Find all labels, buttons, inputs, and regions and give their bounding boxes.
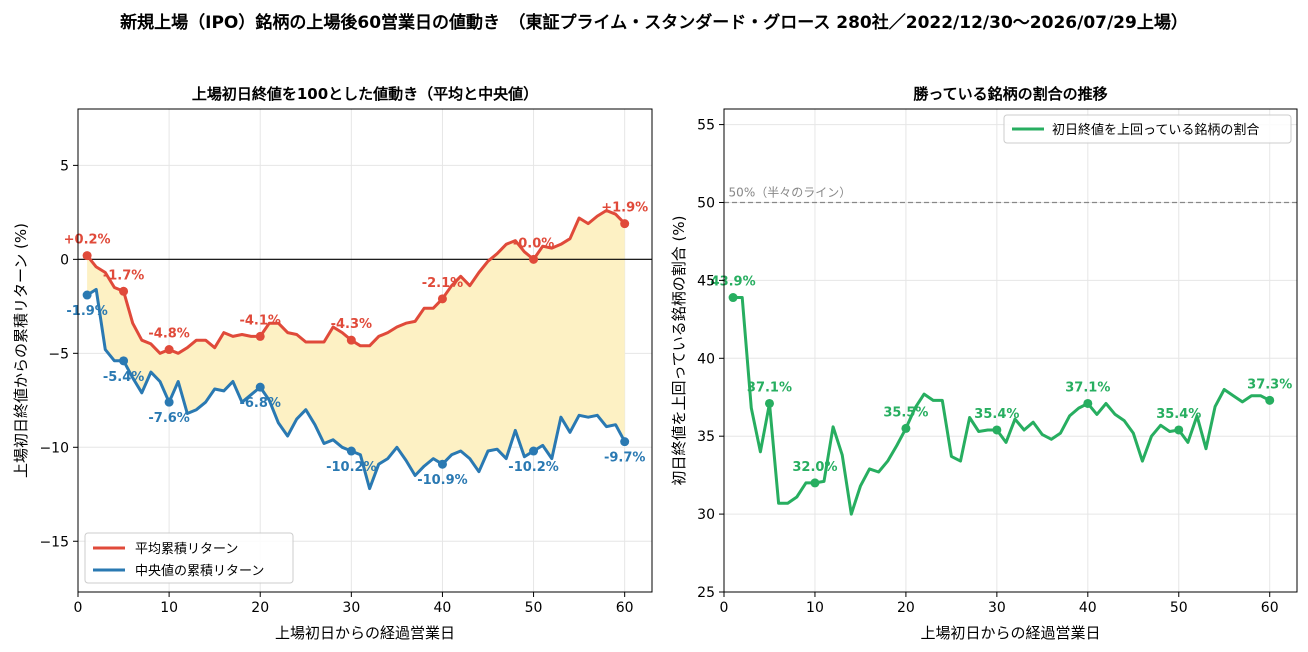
chart1-y-tick-label: 5 xyxy=(60,158,69,174)
chart1-median-annotation-marker xyxy=(620,437,630,447)
chart2-annotation-label: 37.1% xyxy=(747,380,792,395)
chart1-x-tick-label: 50 xyxy=(525,600,543,616)
chart1-mean-annotation-label: +1.9% xyxy=(601,201,648,216)
chart2-annotation-marker xyxy=(1174,425,1184,435)
chart1-x-tick-label: 0 xyxy=(74,600,83,616)
chart2-y-tick-label: 35 xyxy=(697,429,715,445)
chart1-median-annotation-marker xyxy=(82,290,92,300)
chart1-mean-annotation-label: +0.2% xyxy=(64,233,111,248)
chart2-frame xyxy=(723,108,1298,593)
chart1-median-annotation-label: -7.6% xyxy=(148,411,189,426)
chart2-reference-label: 50%（半々のライン） xyxy=(729,185,852,199)
chart1-legend-label: 中央値の累積リターン xyxy=(135,563,264,579)
chart2-x-tick-label: 10 xyxy=(806,600,824,616)
chart2-y-axis-label: 初日終値を上回っている銘柄の割合 (%) xyxy=(670,216,688,486)
chart2-x-tick-label: 0 xyxy=(720,600,729,616)
chart1-mean-annotation-marker xyxy=(346,335,356,345)
chart1-mean-annotation-marker xyxy=(437,294,447,304)
chart2-annotation-label: 32.0% xyxy=(792,460,837,475)
chart1-median-annotation-label: -10.2% xyxy=(508,460,559,475)
chart1-median-annotation-label: -10.2% xyxy=(326,460,377,475)
chart2-annotation-marker xyxy=(728,293,738,303)
chart2-annotation-marker xyxy=(992,425,1002,435)
chart1-y-tick-label: −10 xyxy=(39,440,69,456)
chart2-legend-label: 初日終値を上回っている銘柄の割合 xyxy=(1052,122,1259,138)
chart2-annotation-marker xyxy=(1265,395,1275,405)
chart1-mean-annotation-label: -2.1% xyxy=(422,276,463,291)
chart2-x-axis-label: 上場初日からの経過営業日 xyxy=(920,624,1100,642)
chart1-y-tick-label: −5 xyxy=(48,346,69,362)
chart2-y-tick-label: 50 xyxy=(697,195,715,211)
chart1-x-tick-label: 20 xyxy=(251,600,269,616)
chart1-median-annotation-marker xyxy=(529,446,539,456)
chart2-x-tick-label: 40 xyxy=(1079,600,1097,616)
chart2-annotation-marker xyxy=(764,398,774,408)
chart1-median-annotation-label: -5.4% xyxy=(103,370,144,385)
chart1-median-annotation-marker xyxy=(346,446,356,456)
chart1-median-annotation-label: -6.8% xyxy=(239,396,280,411)
chart1-mean-annotation-marker xyxy=(164,345,174,355)
chart1-median-annotation-marker xyxy=(164,397,174,407)
chart2-annotation-marker xyxy=(810,478,820,488)
chart1-frame xyxy=(77,108,653,593)
chart1-x-tick-label: 10 xyxy=(160,600,178,616)
chart1-median-annotation-marker xyxy=(437,459,447,469)
chart2-annotation-marker xyxy=(901,423,911,433)
chart2-y-tick-label: 55 xyxy=(697,118,715,134)
chart1-x-tick-label: 30 xyxy=(342,600,360,616)
chart2-annotation-label: 35.4% xyxy=(1156,407,1201,422)
chart1-legend-label: 平均累積リターン xyxy=(135,542,238,557)
chart1-median-annotation-label: -10.9% xyxy=(417,473,468,488)
chart2-x-tick-label: 30 xyxy=(988,600,1006,616)
chart1-title: 上場初日終値を100とした値動き（平均と中央値） xyxy=(192,85,538,103)
chart1-fill-between xyxy=(87,210,625,489)
chart1-median-annotation-marker xyxy=(119,356,129,366)
chart1-mean-annotation-label: -4.8% xyxy=(148,327,189,342)
chart2-annotation-label: 37.1% xyxy=(1065,380,1110,395)
chart1-y-axis-label: 上場初日終値からの累積リターン (%) xyxy=(12,223,30,478)
chart2-legend-box xyxy=(1003,114,1292,144)
chart1-y-tick-label: −15 xyxy=(39,534,69,550)
chart2-group: 50%（半々のライン） 43.9% 37.1% 32.0% 35.5% 35.4% 37.1… xyxy=(670,85,1298,642)
chart1-mean-annotation-marker xyxy=(620,219,630,229)
chart2-title: 勝っている銘柄の割合の推移 xyxy=(913,85,1107,103)
chart1-y-tick-label: 0 xyxy=(60,252,69,268)
chart2-annotation-label: 43.9% xyxy=(711,275,756,290)
chart1-median-annotation-label: -1.9% xyxy=(66,304,107,319)
chart2-y-tick-label: 40 xyxy=(697,351,715,367)
chart1-legend-box xyxy=(84,532,294,584)
chart1-group: +0.2% -1.7% -4.8% -4.1% -4.3% -2.1% -0.0% +1.9%… xyxy=(12,85,653,642)
chart1-x-axis-label: 上場初日からの経過営業日 xyxy=(275,624,455,642)
chart2-x-tick-label: 50 xyxy=(1170,600,1188,616)
chart2-x-tick-label: 60 xyxy=(1261,600,1279,616)
chart2-annotation-label: 35.4% xyxy=(974,407,1019,422)
chart1-mean-annotation-marker xyxy=(255,331,265,341)
chart1-mean-annotation-label: -0.0% xyxy=(513,236,554,251)
figure-title: 新規上場（IPO）銘柄の上場後60営業日の値動き （東証プライム・スタンダード・… xyxy=(120,13,1188,33)
chart1-mean-annotation-label: -4.1% xyxy=(239,313,280,328)
chart1-mean-annotation-marker xyxy=(82,251,92,261)
chart2-y-tick-label: 25 xyxy=(697,585,715,601)
chart1-x-tick-label: 60 xyxy=(616,600,634,616)
chart2-annotation-label: 35.5% xyxy=(883,405,928,420)
chart1-mean-annotation-label: -1.7% xyxy=(103,268,144,283)
chart1-mean-annotation-marker xyxy=(119,286,129,296)
chart2-y-tick-label: 45 xyxy=(697,273,715,289)
chart2-annotation-marker xyxy=(1083,398,1093,408)
chart1-median-annotation-label: -9.7% xyxy=(604,451,645,466)
chart1-mean-annotation-label: -4.3% xyxy=(331,317,372,332)
chart1-median-annotation-marker xyxy=(255,382,265,392)
chart2-annotation-label: 37.3% xyxy=(1247,377,1292,392)
chart1-x-tick-label: 40 xyxy=(434,600,452,616)
chart2-y-tick-label: 30 xyxy=(697,507,715,523)
chart2-x-tick-label: 20 xyxy=(897,600,915,616)
chart1-mean-annotation-marker xyxy=(529,254,539,264)
